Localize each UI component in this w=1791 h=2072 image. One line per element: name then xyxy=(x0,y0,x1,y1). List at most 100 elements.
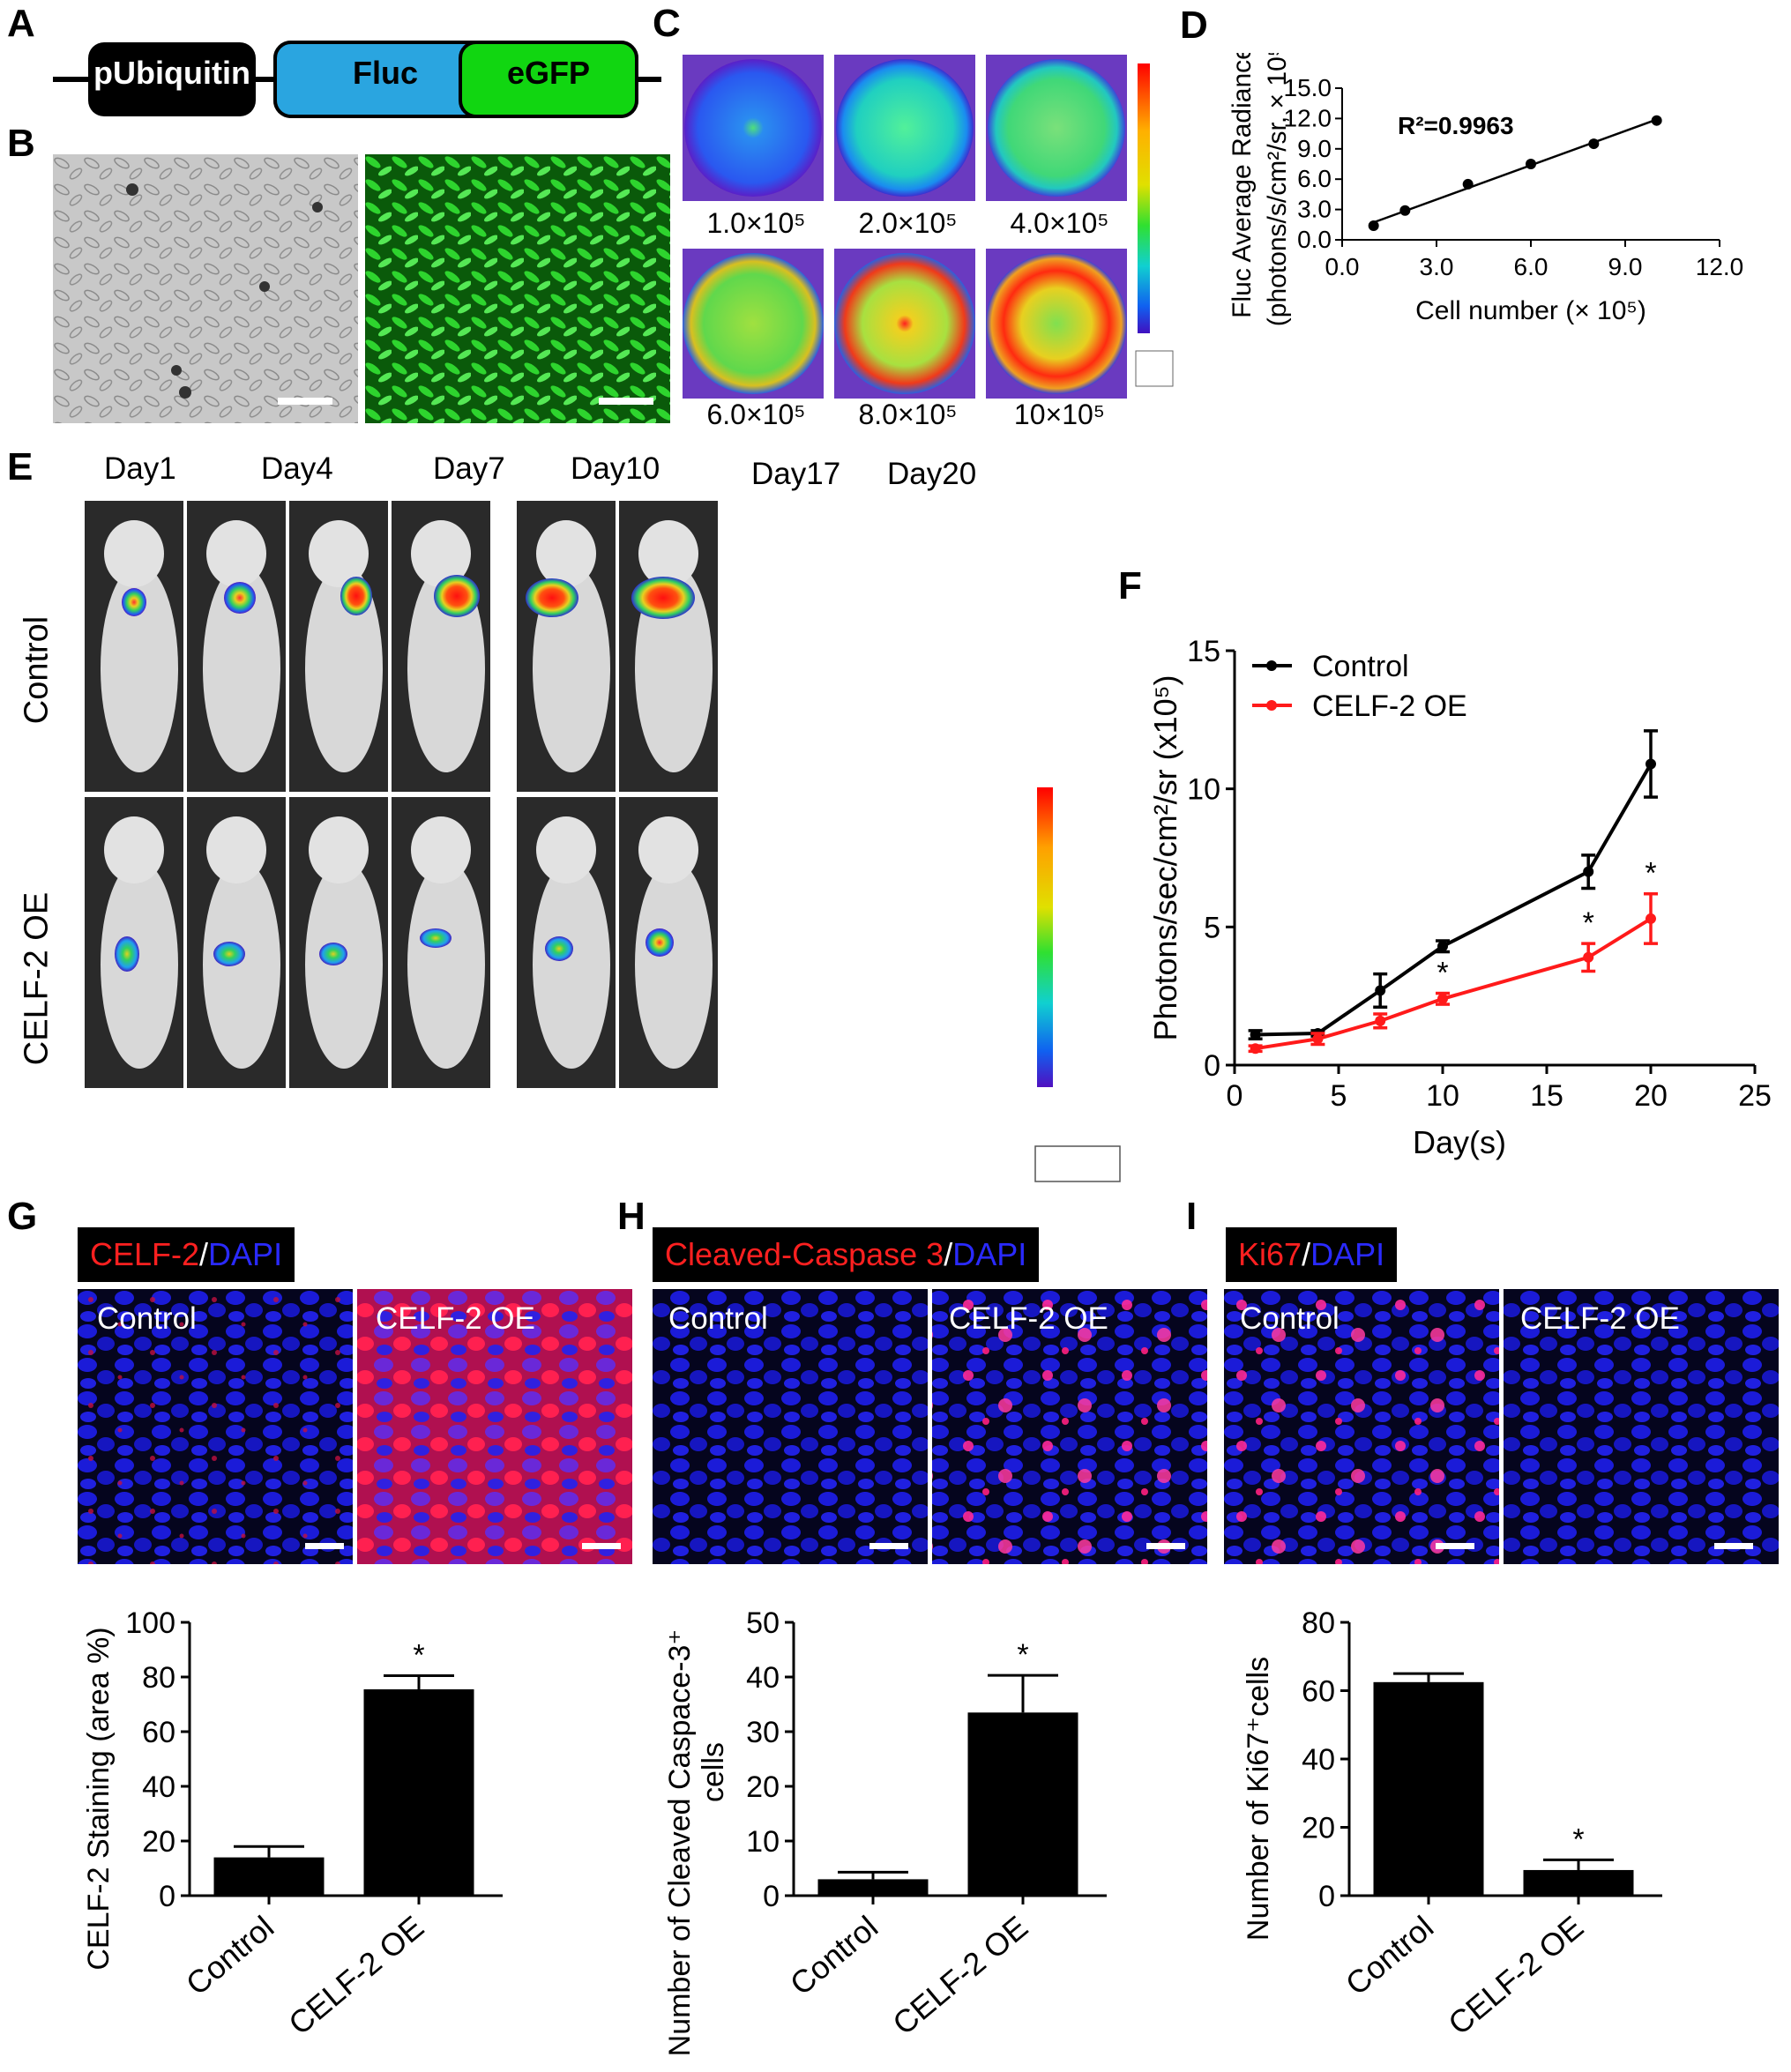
panel-label-e: E xyxy=(7,445,34,488)
stain-counterstain: DAPI xyxy=(1310,1236,1385,1272)
scale-bar xyxy=(599,398,653,405)
stain-counterstain: DAPI xyxy=(208,1236,283,1272)
y-tick-label: 5 xyxy=(1204,911,1220,944)
x-tick-label: CELF-2 OE xyxy=(885,1909,1034,2042)
tumor-signal xyxy=(319,943,347,965)
well-5 xyxy=(834,253,975,394)
color-scale-box xyxy=(1135,350,1174,387)
panel-label-c: C xyxy=(653,2,681,45)
y-tick-label: 20 xyxy=(746,1770,780,1804)
y-tick-label: 9.0 xyxy=(1297,135,1332,162)
y-tick-label: 80 xyxy=(142,1661,175,1695)
ihc-h-control xyxy=(653,1289,928,1564)
tumor-signal xyxy=(213,942,245,966)
tumor-signal xyxy=(115,936,139,972)
y-tick-label: 30 xyxy=(746,1716,780,1749)
x-tick-label: Control xyxy=(179,1909,280,2002)
y-axis-title: Number of Ki67⁺cells xyxy=(1242,1657,1275,1941)
y-axis-title-line1: Fluc Average Radiance xyxy=(1228,53,1257,318)
mouse-body xyxy=(203,861,280,1069)
data-point xyxy=(1250,1043,1261,1055)
mouse-head xyxy=(104,520,164,587)
data-point xyxy=(1375,985,1386,996)
mouse-body xyxy=(305,564,383,772)
ihc-label-i-oe: CELF-2 OE xyxy=(1520,1301,1680,1336)
mouse-imaging-grid xyxy=(85,501,1121,1182)
x-tick-label: 12.0 xyxy=(1696,253,1744,280)
luminescence-wells xyxy=(683,55,1174,399)
data-point xyxy=(1645,758,1656,770)
significance-marker: * xyxy=(413,1638,424,1672)
radiance-scale-box xyxy=(1034,1145,1121,1182)
y-tick-label: 40 xyxy=(746,1661,780,1695)
well-label-4: 6.0×10⁵ xyxy=(706,399,806,430)
panel-label-b: B xyxy=(7,122,35,165)
y-tick-label: 3.0 xyxy=(1297,196,1332,223)
luminescence-color-scale xyxy=(1138,63,1150,333)
data-point xyxy=(1583,951,1594,963)
x-tick-label: 0 xyxy=(1227,1079,1243,1113)
panel-label-i: I xyxy=(1186,1195,1198,1238)
y-tick-label: 15.0 xyxy=(1284,74,1332,101)
well-label-2: 2.0×10⁵ xyxy=(858,207,958,239)
ihc-label-i-control: Control xyxy=(1240,1301,1340,1336)
series-line-1 xyxy=(1255,917,1653,1051)
significance-marker: * xyxy=(1583,906,1594,940)
significance-marker: * xyxy=(1572,1822,1584,1856)
day-label-4: Day4 xyxy=(261,451,333,486)
mouse-body xyxy=(101,564,178,772)
x-tick-label: Control xyxy=(783,1909,884,2002)
day-label-20: Day20 xyxy=(887,457,977,491)
mouse-head xyxy=(536,520,596,587)
x-tick-label: 20 xyxy=(1634,1079,1668,1113)
mouse-head xyxy=(104,816,164,883)
data-point xyxy=(1312,1033,1324,1045)
ihc-g-celf2-oe xyxy=(357,1289,632,1564)
tumor-signal xyxy=(545,936,573,961)
significance-marker: * xyxy=(1645,857,1656,891)
tumor-signal xyxy=(224,582,256,614)
mouse-head xyxy=(309,520,369,587)
well-6 xyxy=(986,253,1127,394)
chart-f: 0 5 10 15 0 5 10 15 20 25 * * * Control CELF-2 OE Day(s… xyxy=(1147,635,1772,1160)
mouse-head xyxy=(638,816,698,883)
mouse-body xyxy=(533,861,610,1069)
y-tick-label: 15 xyxy=(1187,635,1220,668)
row-label-celf2-oe: CELF-2 OE xyxy=(18,891,56,1066)
tumor-signal xyxy=(420,928,451,948)
well-3 xyxy=(988,59,1125,197)
bar-celf-2-oe xyxy=(1523,1869,1634,1896)
brightfield-image xyxy=(53,154,358,423)
stain-legend-g: CELF-2/DAPI xyxy=(78,1227,295,1282)
well-row-top xyxy=(683,55,1127,201)
egfp-fluorescence-image xyxy=(365,154,670,423)
data-point xyxy=(1437,993,1448,1004)
well-4 xyxy=(683,253,824,394)
x-tick-label: 10 xyxy=(1426,1079,1459,1113)
y-axis-title: CELF-2 Staining (area %) xyxy=(82,1627,116,1970)
x-tick-label: CELF-2 OE xyxy=(1441,1909,1590,2042)
stain-separator: / xyxy=(199,1236,209,1272)
data-point xyxy=(1588,138,1600,150)
day-label-10: Day10 xyxy=(571,451,660,486)
y-tick-label: 80 xyxy=(1302,1606,1335,1640)
data-point xyxy=(1645,913,1656,924)
legend-label: CELF-2 OE xyxy=(1312,689,1467,723)
panel-label-h: H xyxy=(617,1195,646,1238)
y-axis-title: Photons/sec/cm²/sr (x10⁵) xyxy=(1147,675,1183,1040)
x-tick-label: Control xyxy=(1339,1909,1440,2002)
legend-marker xyxy=(1266,660,1277,671)
ihc-label-g-control: Control xyxy=(97,1301,197,1336)
x-tick-label: 0.0 xyxy=(1325,253,1360,280)
data-point xyxy=(1583,866,1594,877)
well-label-1: 1.0×10⁵ xyxy=(706,207,806,239)
well-label-6: 10×10⁵ xyxy=(1013,399,1106,430)
ihc-label-g-oe: CELF-2 OE xyxy=(376,1301,535,1336)
stain-separator: / xyxy=(944,1236,953,1272)
panel-label-d: D xyxy=(1180,4,1208,47)
significance-marker: * xyxy=(1437,957,1448,990)
x-tick-label: CELF-2 OE xyxy=(281,1909,430,2042)
construct-label-fluc: Fluc xyxy=(352,55,418,91)
scale-bar xyxy=(278,398,332,405)
panel-label-f: F xyxy=(1118,564,1142,607)
